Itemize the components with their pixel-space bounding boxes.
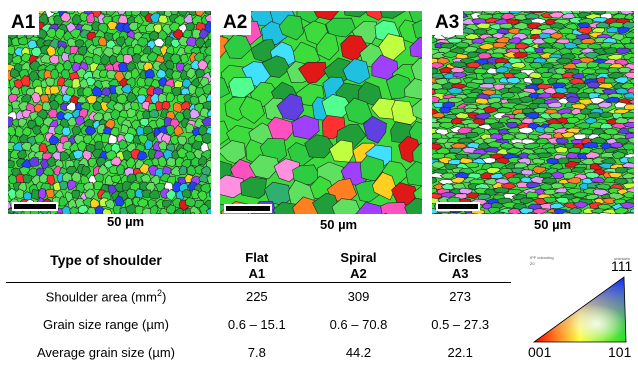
cell-value: 309 [347,288,370,304]
ipf-caption-line1: IPF colouring [530,255,554,260]
ipf-triangle [532,276,627,343]
table-header-row: Type of shoulder Flat A1 Spiral A2 Circles… [6,238,511,283]
scale-label-a3: 50 µm [534,217,572,232]
ipf-corner-note: unknown [614,256,631,261]
cell-value: 0.6 – 15.1 [227,316,286,332]
row-label-shoulder-area: Shoulder area (mm2) [45,288,167,305]
cell-value: 44.2 [345,344,372,360]
ipf-color-legend: IPF colouring Z0 unknown 111 001 101 [528,253,636,365]
cell-value: 225 [245,288,268,304]
scale-label-a2: 50 µm [320,217,358,232]
col-name-flat: Flat [245,249,269,265]
cell-value: 7.8 [247,344,266,360]
col-name-spiral: Spiral [340,249,377,265]
ebsd-grain-map-a1 [8,11,211,214]
col-code-a1: A1 [248,265,266,281]
header-col-flat: Flat A1 [206,238,308,283]
header-col-spiral: Spiral A2 [307,238,410,283]
cell-value: 273 [449,288,471,304]
col-name-circles: Circles [438,249,482,265]
panel-label-a1: A1 [8,11,40,35]
col-code-a2: A2 [350,265,367,281]
table-row: Grain size range (µm) 0.6 – 15.1 0.6 – 7… [6,310,511,338]
shoulder-properties-table: Type of shoulder Flat A1 Spiral A2 Circles… [6,238,511,366]
scale-bar-a2 [224,204,272,213]
col-code-a3: A3 [451,265,469,281]
ipf-vertex-101: 101 [608,344,632,360]
ebsd-map-a1: A1 [8,11,211,214]
table-row: Shoulder area (mm2) 225 309 273 [6,282,511,310]
row-label-grain-size-range: Grain size range (µm) [43,316,169,332]
panel-label-a3: A3 [432,11,464,35]
table-row: Average grain size (µm) 7.8 44.2 22.1 [6,338,511,366]
scale-bar-a3 [436,202,480,211]
ebsd-map-a3: A3 [432,11,634,214]
cell-value: 0.5 – 27.3 [431,316,490,332]
cell-value: 22.1 [447,344,473,360]
row-label-average-grain-size: Average grain size (µm) [36,344,176,360]
panel-label-a2: A2 [220,11,252,35]
cell-value: 0.6 – 70.8 [329,316,388,332]
ipf-caption-line2: Z0 [530,261,535,266]
ebsd-map-a2: A2 [220,11,422,214]
header-type-of-shoulder: Type of shoulder [6,238,206,283]
scale-label-a1: 50 µm [107,214,145,229]
ebsd-grain-map-a3 [432,11,634,214]
ipf-vertex-001: 001 [528,344,552,360]
ebsd-grain-map-a2 [220,11,422,214]
header-col-circles: Circles A3 [409,238,511,283]
scale-bar-a1 [12,202,58,211]
ipf-vertex-111: 111 [611,258,633,274]
